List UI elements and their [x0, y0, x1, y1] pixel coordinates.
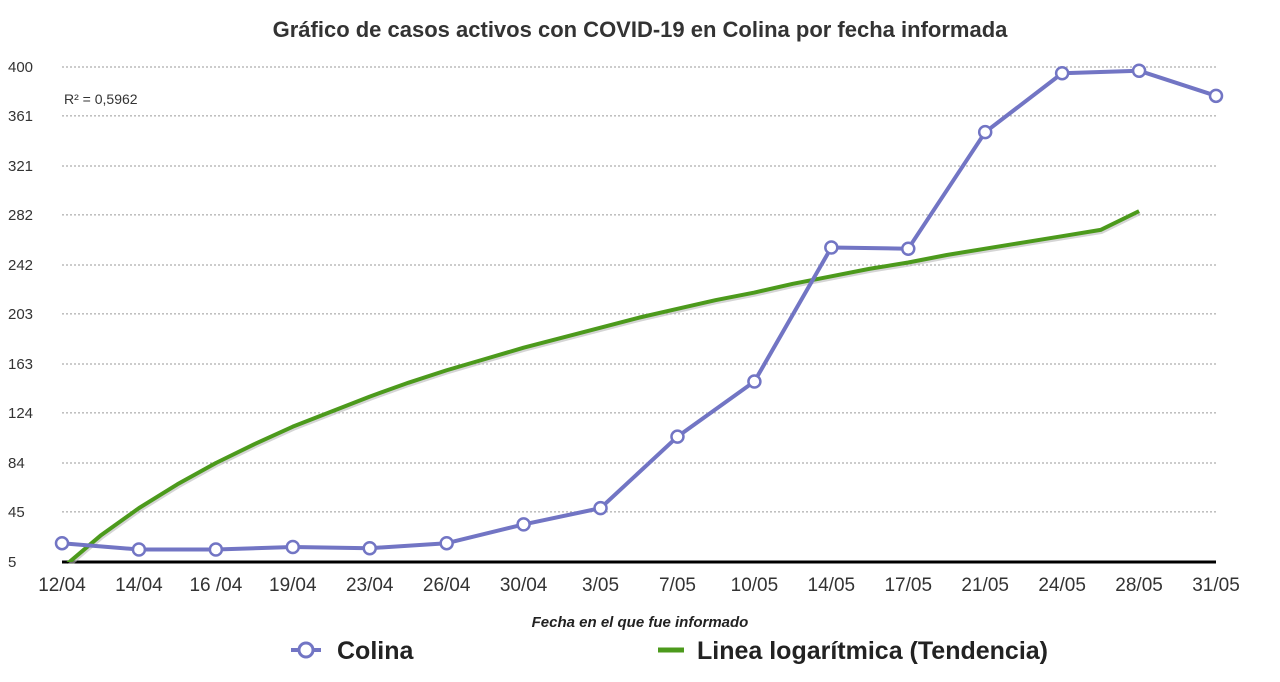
legend-label-colina: Colina [337, 637, 414, 665]
x-axis-label: Fecha en el que fue informado [532, 614, 749, 631]
series-line-colina [61, 68, 1217, 552]
data-point [362, 540, 377, 556]
y-axis-ticks: 5 45 84 124 163 203 242 282 321 361 400 [8, 59, 33, 571]
data-point [824, 240, 839, 255]
trendline-shadow [67, 211, 1141, 564]
y-tick-label: 84 [8, 455, 25, 472]
chart-title: Gráfico de casos activos con COVID-19 en… [273, 17, 1009, 42]
y-tick-label: 282 [8, 207, 33, 224]
data-point [1131, 63, 1147, 79]
y-tick-label: 124 [8, 405, 33, 422]
x-tick-label: 7/05 [659, 575, 696, 596]
data-point [516, 517, 531, 532]
x-tick-label: 12/04 [38, 575, 86, 596]
legend-marker-colina [297, 641, 315, 659]
data-point [131, 542, 147, 557]
y-tick-label: 400 [8, 59, 33, 76]
x-tick-label: 30/04 [500, 575, 548, 596]
data-point [54, 535, 70, 551]
data-point [1054, 66, 1070, 81]
x-tick-label: 14/05 [808, 575, 856, 596]
data-point [1208, 88, 1224, 104]
x-tick-label: 3/05 [582, 575, 619, 596]
y-tick-label: 242 [8, 257, 33, 274]
legend: Colina Linea logarítmica (Tendencia) [291, 637, 1048, 665]
x-tick-label: 14/04 [115, 575, 163, 596]
data-point [208, 542, 224, 557]
legend-item-colina: Colina [291, 637, 414, 665]
x-tick-label: 24/05 [1038, 575, 1086, 596]
x-tick-label: 17/05 [884, 575, 932, 596]
x-tick-label: 16 /04 [189, 575, 242, 596]
data-point [747, 374, 762, 389]
x-tick-label: 21/05 [961, 575, 1009, 596]
y-tick-label: 203 [8, 306, 33, 323]
y-tick-label: 163 [8, 356, 33, 373]
data-point [901, 241, 916, 256]
data-point [670, 429, 685, 444]
legend-label-trend: Linea logarítmica (Tendencia) [697, 637, 1048, 665]
trendline [66, 209, 1140, 562]
data-point [977, 124, 993, 140]
x-tick-label: 28/05 [1115, 575, 1163, 596]
legend-item-trend: Linea logarítmica (Tendencia) [658, 637, 1048, 665]
data-point [285, 539, 301, 555]
grid-lines [62, 66, 1216, 513]
x-tick-label: 10/05 [731, 575, 779, 596]
y-tick-label: 45 [8, 504, 25, 521]
y-tick-label: 361 [8, 108, 33, 125]
x-tick-label: 23/04 [346, 575, 394, 596]
x-tick-label: 31/05 [1192, 575, 1240, 596]
data-point [439, 535, 454, 551]
x-tick-label: 19/04 [269, 575, 317, 596]
x-axis-ticks: 12/04 14/04 16 /04 19/04 23/04 26/04 30/04 3/05… [38, 575, 1240, 596]
y-tick-label: 321 [8, 158, 33, 175]
x-tick-label: 26/04 [423, 575, 471, 596]
series-layer [54, 63, 1224, 564]
y-tick-label: 5 [8, 554, 16, 571]
data-point [593, 500, 608, 516]
r-squared-annotation: R² = 0,5962 [64, 91, 138, 107]
